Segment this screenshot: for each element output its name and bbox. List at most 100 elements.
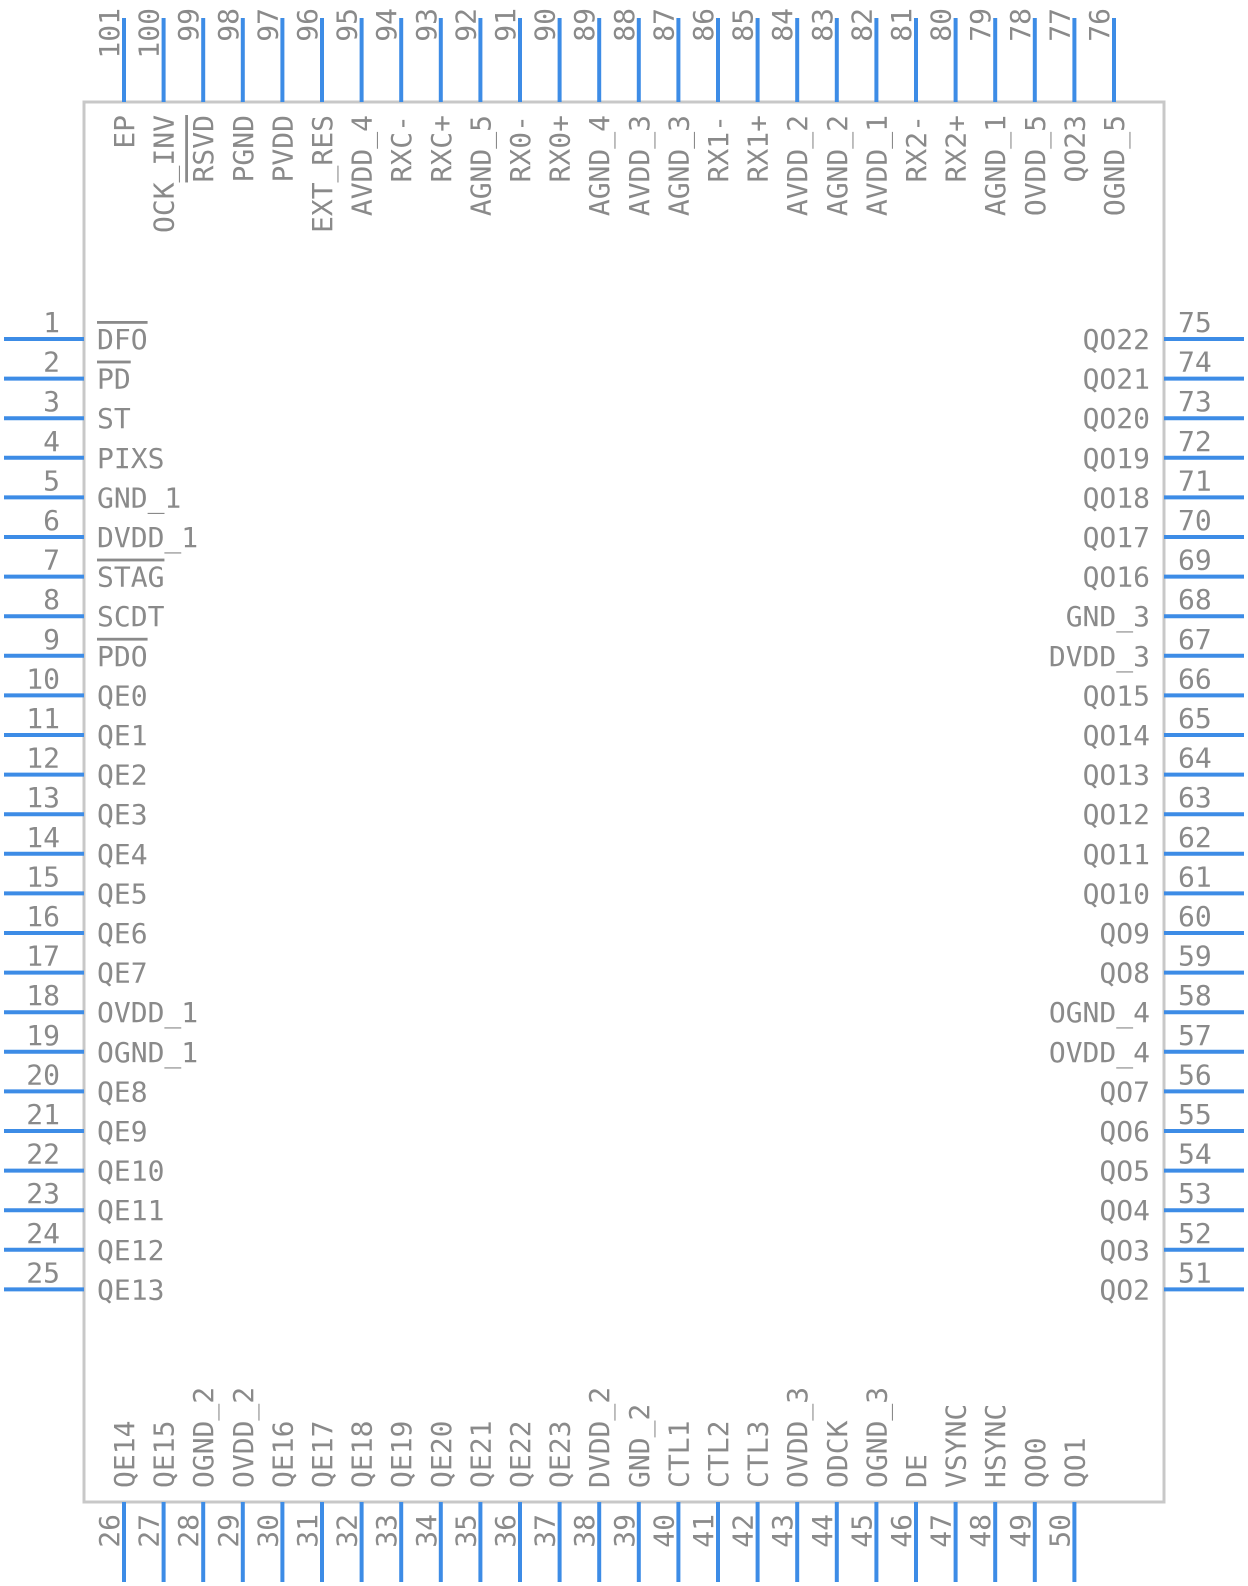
pin-number-94: 94 [370,8,403,42]
pin-label-stag: STAG [97,561,164,594]
pin-number-1: 1 [43,306,60,339]
pin-number-75: 75 [1178,306,1212,339]
pin-label-qe19: QE19 [385,1421,418,1488]
pin-label-ognd_3: OGND_3 [860,1387,894,1488]
pin-number-64: 64 [1178,742,1212,775]
pin-number-100: 100 [133,8,166,59]
pin-number-65: 65 [1178,702,1212,735]
pin-number-10: 10 [26,662,60,695]
pin-number-83: 83 [806,8,839,42]
pin-number-25: 25 [26,1256,60,1289]
pin-number-92: 92 [449,8,482,42]
pin-number-76: 76 [1083,8,1116,42]
pin-label-qo22: QO22 [1083,323,1150,356]
pin-label-qo3: QO3 [1099,1234,1150,1267]
pin-label-ctl1: CTL1 [662,1421,695,1488]
pin-label-dfo: DFO [97,323,148,356]
pin-number-63: 63 [1178,781,1212,814]
pin-number-58: 58 [1178,979,1212,1012]
pin-label-qe5: QE5 [97,877,148,910]
pin-number-87: 87 [647,8,680,42]
pin-number-18: 18 [26,979,60,1012]
pin-number-55: 55 [1178,1098,1212,1131]
pin-label-agnd_4: AGND_4 [583,115,617,216]
pin-label-rxc+: RXC+ [425,115,458,182]
pin-number-34: 34 [410,1514,443,1548]
pin-label-qo17: QO17 [1083,521,1150,554]
pin-number-22: 22 [26,1138,60,1171]
pin-number-79: 79 [964,8,997,42]
pin-label-ognd_2: OGND_2 [187,1387,221,1488]
pin-number-101: 101 [93,8,126,59]
pin-label-qe6: QE6 [97,917,148,950]
pin-label-qo19: QO19 [1083,442,1150,475]
pin-label-qo18: QO18 [1083,481,1150,514]
pin-number-37: 37 [529,1514,562,1548]
pin-label-pd: PD [97,363,131,396]
pin-label-qo0: QO0 [1019,1437,1052,1488]
pin-label-qe0: QE0 [97,679,148,712]
pin-label-qo14: QO14 [1083,719,1150,752]
pin-number-45: 45 [845,1514,878,1548]
pin-number-6: 6 [43,504,60,537]
pin-label-ognd_1: OGND_1 [97,1036,198,1070]
pin-number-88: 88 [608,8,641,42]
pin-label-agnd_2: AGND_2 [821,115,855,216]
pin-number-29: 29 [212,1514,245,1548]
pin-number-62: 62 [1178,821,1212,854]
pin-number-44: 44 [806,1514,839,1548]
pin-number-8: 8 [43,583,60,616]
pin-number-96: 96 [291,8,324,42]
pin-number-5: 5 [43,464,60,497]
pin-number-49: 49 [1004,1514,1037,1548]
pin-label-qe3: QE3 [97,798,148,831]
pin-number-7: 7 [43,544,60,577]
pin-label-qo9: QO9 [1099,917,1150,950]
pin-label-qe9: QE9 [97,1115,148,1148]
pin-label-pgnd: PGND [227,115,260,182]
pin-number-12: 12 [26,742,60,775]
pin-number-17: 17 [26,940,60,973]
pin-number-11: 11 [26,702,60,735]
pin-label-qo5: QO5 [1099,1155,1150,1188]
pin-number-60: 60 [1178,900,1212,933]
pin-label-rsvd: RSVD [187,115,220,182]
pin-label-ext_res: EXT_RES [306,115,340,233]
pin-label-gnd_1: GND_1 [97,481,181,515]
pin-label-qo21: QO21 [1083,363,1150,396]
pin-number-74: 74 [1178,346,1212,379]
pin-number-95: 95 [331,8,364,42]
pin-number-77: 77 [1043,8,1076,42]
pin-number-91: 91 [489,8,522,42]
pin-label-qe1: QE1 [97,719,148,752]
pin-label-qo8: QO8 [1099,957,1150,990]
pin-number-9: 9 [43,623,60,656]
pin-number-31: 31 [291,1514,324,1548]
pin-label-qo20: QO20 [1083,402,1150,435]
pin-number-3: 3 [43,385,60,418]
pin-number-40: 40 [647,1514,680,1548]
pin-label-rx2-: RX2- [900,115,933,182]
pin-number-52: 52 [1178,1217,1212,1250]
pin-number-43: 43 [766,1514,799,1548]
pin-label-qo15: QO15 [1083,679,1150,712]
pin-label-agnd_1: AGND_1 [979,115,1013,216]
pin-number-33: 33 [370,1514,403,1548]
pin-number-59: 59 [1178,940,1212,973]
pin-label-gnd_2: GND_2 [623,1404,657,1488]
pin-label-qe11: QE11 [97,1194,164,1227]
pin-label-qe17: QE17 [306,1421,339,1488]
pin-number-46: 46 [885,1514,918,1548]
pin-label-ovdd_1: OVDD_1 [97,996,198,1030]
pin-number-23: 23 [26,1177,60,1210]
pin-label-dvdd_3: DVDD_3 [1049,640,1150,674]
pin-number-82: 82 [845,8,878,42]
pin-label-gnd_3: GND_3 [1066,600,1150,634]
pin-label-rx0-: RX0- [504,115,537,182]
pin-number-30: 30 [251,1514,284,1548]
pin-number-42: 42 [727,1514,760,1548]
pin-number-66: 66 [1178,662,1212,695]
pin-number-68: 68 [1178,583,1212,616]
pin-number-16: 16 [26,900,60,933]
pin-label-rxc-: RXC- [385,115,418,182]
